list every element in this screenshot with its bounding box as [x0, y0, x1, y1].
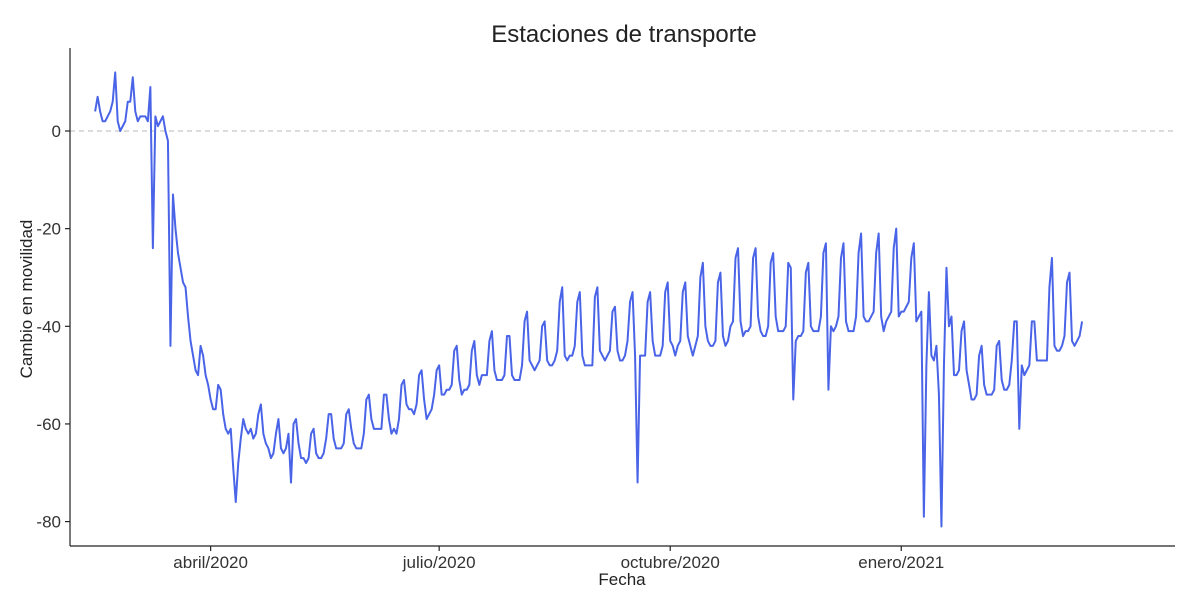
y-tick-label: -80 [36, 513, 61, 532]
plot-area [70, 71, 1175, 528]
x-tick-label: abril/2020 [173, 553, 248, 572]
x-tick-label: octubre/2020 [621, 553, 720, 572]
y-tick-label: 0 [52, 122, 61, 141]
x-tick-label: enero/2021 [858, 553, 944, 572]
y-axis-label: Cambio en movilidad [17, 220, 36, 379]
y-tick-label: -40 [36, 317, 61, 336]
y-tick-label: -60 [36, 415, 61, 434]
x-tick-label: julio/2020 [402, 553, 476, 572]
y-tick-label: -20 [36, 220, 61, 239]
y-axis-ticks: -80 -60 -40 -20 0 [36, 122, 70, 532]
x-axis-label: Fecha [598, 570, 646, 589]
x-axis-ticks: abril/2020 julio/2020 octubre/2020 enero/20… [173, 546, 944, 572]
chart-title: Estaciones de transporte [491, 21, 757, 48]
series-line [94, 71, 1084, 528]
